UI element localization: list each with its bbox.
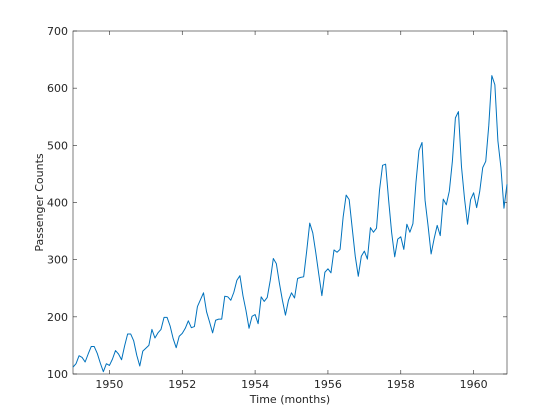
x-tick-label: 1950 <box>95 378 123 391</box>
x-tick-label: 1954 <box>241 378 269 391</box>
y-tick-label: 300 <box>47 254 68 267</box>
x-axis: 1950 1952 1954 1956 1958 1960 <box>95 31 488 391</box>
y-tick-label: 600 <box>47 82 68 95</box>
y-axis: 100 200 300 400 500 600 700 <box>47 25 507 381</box>
y-tick-label: 500 <box>47 139 68 152</box>
x-tick-label: 1952 <box>168 378 196 391</box>
series-line <box>72 75 508 373</box>
series-layer <box>72 75 508 373</box>
x-tick-label: 1958 <box>387 378 415 391</box>
y-tick-label: 200 <box>47 311 68 324</box>
y-tick-label: 400 <box>47 197 68 210</box>
y-tick-label: 700 <box>47 25 68 38</box>
x-axis-title: Time (months) <box>249 393 330 406</box>
x-tick-label: 1956 <box>314 378 342 391</box>
x-tick-label: 1960 <box>460 378 488 391</box>
plot-area <box>72 30 508 375</box>
y-tick-label: 100 <box>47 368 68 381</box>
y-axis-title: Passenger Counts <box>33 153 46 252</box>
